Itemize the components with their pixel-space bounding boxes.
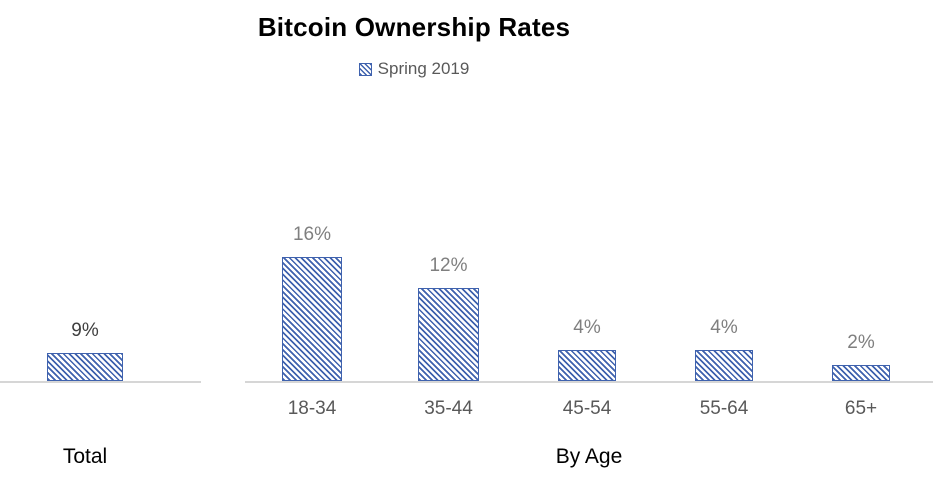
bar: [695, 350, 753, 381]
data-label: 2%: [847, 332, 875, 353]
legend-label: Spring 2019: [377, 59, 470, 78]
group-label: Total: [62, 445, 108, 468]
bar: [282, 257, 342, 381]
group-label: By Age: [555, 445, 623, 468]
bar: [418, 288, 479, 381]
bar: [832, 365, 890, 381]
data-label: 9%: [71, 320, 99, 341]
bar: [47, 353, 123, 381]
data-label: 16%: [292, 224, 332, 245]
x-axis-line: [245, 381, 933, 383]
data-label: 4%: [573, 317, 601, 338]
data-label: 12%: [429, 255, 468, 276]
legend-hatch-swatch-icon: [358, 62, 372, 76]
category-label: 18-34: [287, 398, 337, 419]
bar: [558, 350, 616, 381]
category-label: 35-44: [424, 398, 473, 419]
data-label: 4%: [710, 317, 738, 338]
x-axis-line: [0, 381, 201, 383]
category-label: 65+: [844, 398, 878, 419]
chart-title: Bitcoin Ownership Rates: [257, 12, 571, 42]
category-label: 45-54: [562, 398, 612, 419]
category-label: 55-64: [699, 398, 749, 419]
legend: Spring 2019: [114, 59, 714, 79]
